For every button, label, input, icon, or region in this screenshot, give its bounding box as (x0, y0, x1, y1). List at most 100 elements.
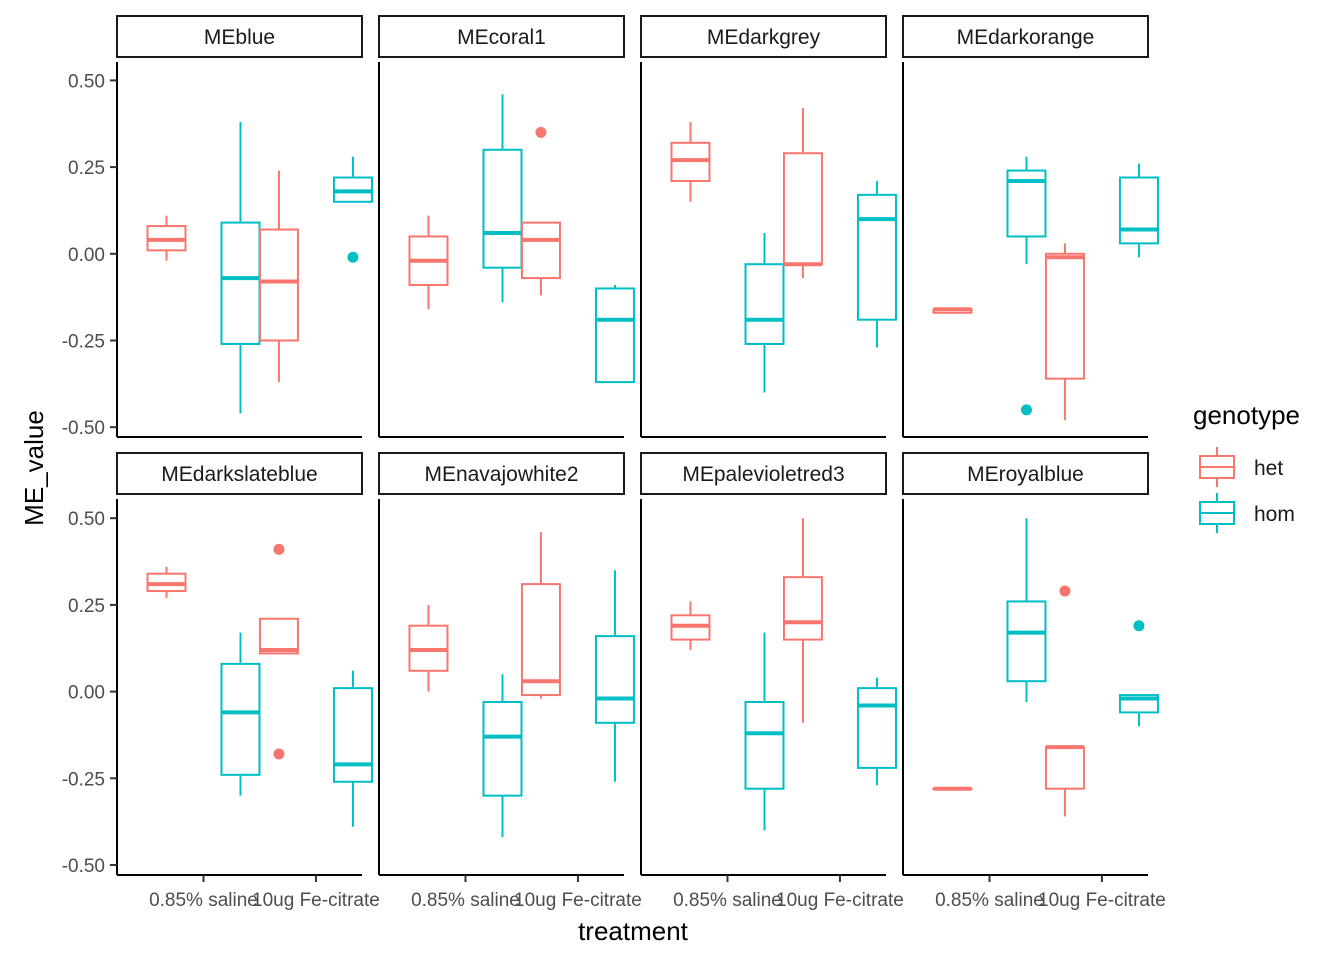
box-het (520, 532, 561, 699)
box-hom (1006, 156, 1047, 416)
box-hom (220, 122, 261, 414)
y-tick-label: 0.50 (68, 71, 105, 92)
box-het (146, 215, 187, 261)
y-tick-label: -0.50 (62, 418, 105, 439)
y-tick-label: 0.00 (68, 245, 105, 266)
y-tick-label: -0.25 (62, 769, 105, 790)
box-het (258, 170, 299, 383)
box-iqr (594, 287, 635, 384)
box-iqr (856, 193, 897, 321)
x-tick-label: 10ug Fe-citrate (252, 890, 380, 911)
box-het (1044, 585, 1085, 817)
box-hom (856, 677, 897, 786)
box-iqr (220, 221, 261, 345)
y-tick-label: -0.50 (62, 856, 105, 877)
facet-strip (378, 15, 625, 58)
box-iqr (594, 635, 635, 724)
box-hom (1006, 518, 1047, 703)
box-hom (220, 632, 261, 796)
facet-strip-label: MEdarkgrey (707, 26, 821, 49)
y-tick-label: 0.25 (68, 596, 105, 617)
box-het (258, 543, 299, 760)
box-hom (332, 156, 373, 263)
outlier-point (1133, 620, 1145, 632)
box-iqr (332, 687, 373, 783)
box-het (670, 601, 711, 650)
box-iqr (1044, 252, 1085, 380)
outlier-point (1020, 404, 1032, 416)
facet-panel: MEdarkgrey (640, 15, 897, 438)
box-iqr (782, 152, 823, 266)
box-iqr (782, 576, 823, 641)
box-hom (856, 180, 897, 348)
box-hom (594, 570, 635, 782)
box-het (932, 786, 973, 791)
legend-entry-het: het (1199, 447, 1283, 487)
box-iqr (482, 148, 523, 269)
box-iqr (258, 228, 299, 342)
x-tick-label: 10ug Fe-citrate (1038, 890, 1166, 911)
legend-entries: het hom (1199, 447, 1295, 533)
legend: genotype het hom (1193, 400, 1300, 533)
box-iqr (220, 662, 261, 776)
box-het (146, 566, 187, 598)
facet-strip-label: MEblue (204, 26, 275, 49)
facet-strip-label: MEnavajowhite2 (424, 463, 578, 486)
facet-strip (902, 15, 1149, 58)
facet-strip-label: MEdarkorange (957, 26, 1095, 49)
legend-title: genotype (1193, 400, 1300, 430)
y-tick-label: 0.25 (68, 158, 105, 179)
box-hom (1118, 163, 1159, 258)
y-axis-title: ME_value (19, 410, 49, 526)
box-iqr (856, 687, 897, 769)
box-iqr (744, 701, 785, 790)
outlier-point (273, 748, 285, 760)
y-tick-label: 0.50 (68, 509, 105, 530)
x-axis-title: treatment (578, 916, 689, 946)
facet-panel: MEdarkslateblue 0.50 0.25 0.00 -0.25 -0.50 0.8… (62, 452, 380, 911)
legend-label-het: het (1254, 457, 1283, 480)
box-het (782, 518, 823, 723)
y-tick-label: 0.00 (68, 683, 105, 704)
box-het (670, 122, 711, 202)
box-het (782, 108, 823, 279)
box-iqr (482, 701, 523, 797)
box-iqr (744, 263, 785, 345)
box-iqr (258, 617, 299, 655)
x-tick-label: 0.85% saline (935, 890, 1044, 911)
facet-strip-label: MEpalevioletred3 (682, 463, 844, 486)
facet-strip (116, 452, 363, 495)
box-het (520, 126, 561, 296)
box-het (408, 604, 449, 692)
x-tick-label: 0.85% saline (673, 890, 782, 911)
box-iqr (1006, 600, 1047, 683)
facets-layer: MEblue 0.50 0.25 0.00 -0.25 -0.50 MEcoral1 MEda… (62, 15, 1166, 911)
box-het (408, 215, 449, 310)
facet-strip (902, 452, 1149, 495)
x-tick-label: 0.85% saline (149, 890, 258, 911)
outlier-point (347, 251, 359, 263)
facet-panel: MEdarkorange (902, 15, 1159, 438)
x-tick-label: 0.85% saline (411, 890, 520, 911)
box-iqr (520, 221, 561, 280)
facet-strip-label: MEcoral1 (457, 26, 546, 49)
facet-panel: MEblue 0.50 0.25 0.00 -0.25 -0.50 (62, 15, 373, 439)
box-hom (1118, 620, 1159, 727)
box-iqr (1118, 176, 1159, 245)
box-hom (744, 232, 785, 393)
box-iqr (520, 583, 561, 697)
facet-strip-label: MEdarkslateblue (161, 463, 317, 486)
box-het (932, 307, 973, 314)
y-tick-label: -0.25 (62, 332, 105, 353)
x-tick-label: 10ug Fe-citrate (514, 890, 642, 911)
box-hom (332, 670, 373, 827)
outlier-point (273, 543, 285, 555)
box-hom (594, 285, 635, 384)
facet-strip (378, 452, 625, 495)
legend-entry-hom: hom (1199, 493, 1295, 533)
facet-strip-label: MEroyalblue (967, 463, 1084, 486)
legend-label-hom: hom (1254, 503, 1295, 526)
